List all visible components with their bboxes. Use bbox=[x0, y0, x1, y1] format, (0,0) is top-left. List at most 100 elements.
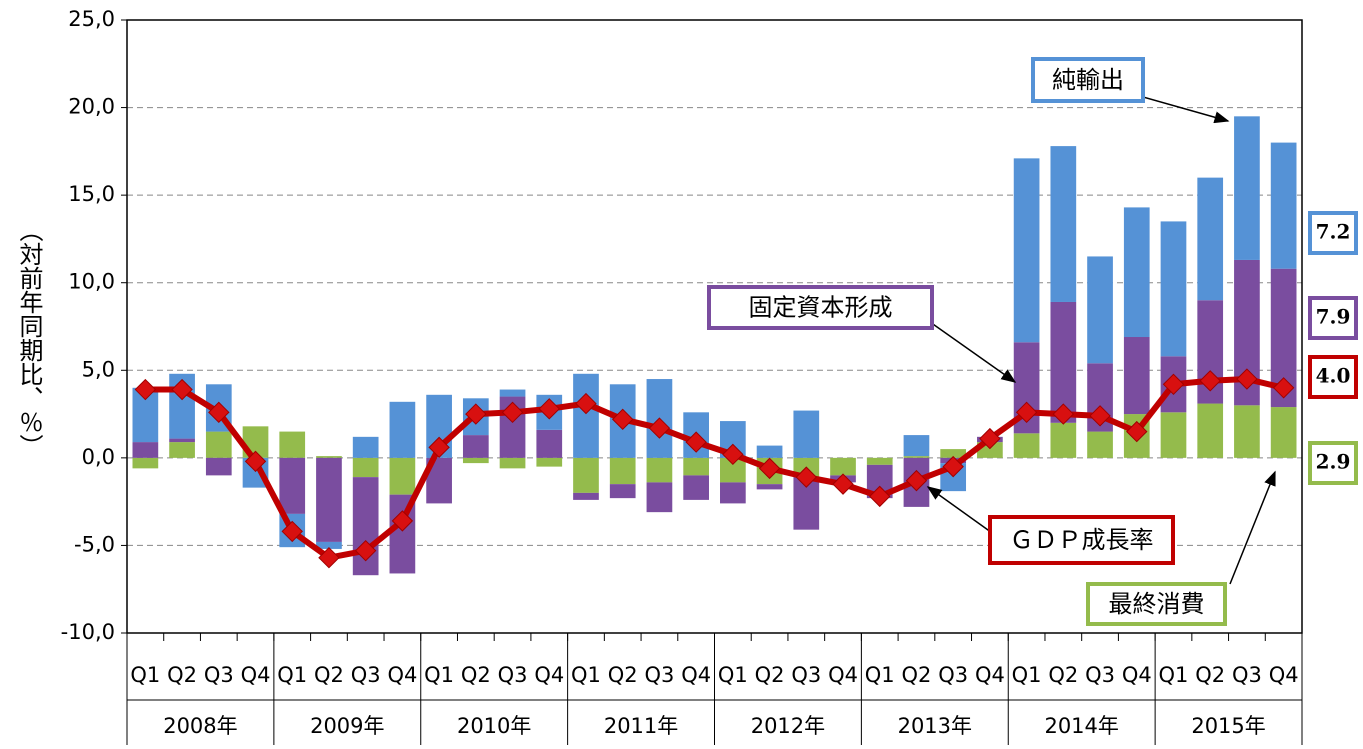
bar bbox=[1050, 146, 1077, 302]
year-label: 2010年 bbox=[457, 714, 531, 738]
bar bbox=[573, 373, 599, 458]
x-tick-label: Q4 bbox=[828, 663, 858, 687]
bar bbox=[1013, 158, 1040, 343]
marker bbox=[428, 436, 450, 459]
x-tick-label: Q2 bbox=[167, 663, 197, 687]
marker bbox=[171, 378, 193, 401]
legend-box bbox=[707, 285, 934, 330]
bar bbox=[462, 435, 489, 458]
legend-box bbox=[1086, 582, 1227, 626]
x-tick-label: Q1 bbox=[277, 663, 307, 687]
x-tick-label: Q3 bbox=[498, 663, 528, 687]
marker bbox=[465, 403, 487, 425]
year-label: 2009年 bbox=[310, 714, 384, 738]
end-label: 4.0 bbox=[1316, 364, 1351, 388]
bar bbox=[462, 457, 489, 464]
bar bbox=[903, 456, 930, 458]
x-tick-label: Q2 bbox=[902, 663, 932, 687]
y-tick-label: 5,0 bbox=[82, 357, 115, 381]
bar bbox=[1234, 405, 1260, 458]
x-tick-label: Q3 bbox=[644, 663, 674, 687]
bar bbox=[609, 484, 636, 499]
bar bbox=[279, 431, 306, 458]
bar bbox=[169, 442, 195, 458]
bar bbox=[830, 457, 856, 476]
x-tick-label: Q2 bbox=[314, 663, 344, 687]
bar bbox=[756, 484, 783, 490]
marker bbox=[1052, 403, 1075, 425]
marker bbox=[318, 546, 340, 569]
end-label-box bbox=[1308, 355, 1358, 399]
x-tick-label: Q1 bbox=[718, 663, 748, 687]
x-tick-label: Q3 bbox=[204, 663, 234, 687]
bar bbox=[1013, 433, 1040, 458]
marker bbox=[1015, 401, 1038, 424]
x-tick-label: Q4 bbox=[534, 663, 564, 687]
callout-arrow bbox=[1142, 96, 1230, 124]
x-tick-label: Q3 bbox=[1232, 663, 1262, 687]
y-tick-label: -5,0 bbox=[74, 532, 115, 556]
bar bbox=[352, 457, 379, 478]
y-tick-label: 0,0 bbox=[82, 445, 115, 469]
bar bbox=[1050, 422, 1077, 458]
year-label: 2008年 bbox=[163, 714, 237, 738]
bar bbox=[720, 482, 746, 504]
bar bbox=[1087, 431, 1113, 458]
bar bbox=[499, 457, 526, 469]
x-tick-label: Q2 bbox=[461, 663, 491, 687]
x-tick-label: Q1 bbox=[865, 663, 895, 687]
marker bbox=[1272, 377, 1295, 399]
bar bbox=[132, 457, 159, 469]
bar bbox=[205, 457, 232, 476]
x-tick-label: Q3 bbox=[351, 663, 381, 687]
x-tick-label: Q1 bbox=[1012, 663, 1042, 687]
marker bbox=[648, 417, 671, 439]
end-label: 2.9 bbox=[1316, 450, 1351, 474]
marker bbox=[942, 455, 964, 478]
year-label: 2014年 bbox=[1044, 714, 1118, 738]
bar bbox=[1270, 407, 1297, 458]
callout-arrow bbox=[929, 321, 1017, 383]
bar bbox=[536, 457, 563, 467]
bar bbox=[866, 457, 893, 465]
x-tick-label: Q3 bbox=[938, 663, 968, 687]
marker bbox=[795, 466, 818, 488]
marker bbox=[538, 398, 560, 420]
y-tick-label: 20,0 bbox=[68, 95, 115, 119]
marker bbox=[134, 378, 157, 401]
marker bbox=[611, 408, 634, 431]
bar bbox=[169, 438, 195, 443]
marker bbox=[1126, 420, 1148, 443]
marker bbox=[869, 485, 891, 508]
legend-box bbox=[1031, 57, 1145, 103]
marker bbox=[722, 443, 744, 466]
legend-label: 固定資本形成 bbox=[749, 294, 893, 322]
bar bbox=[756, 445, 783, 458]
year-label: 2013年 bbox=[898, 714, 972, 738]
marker bbox=[208, 401, 230, 424]
marker bbox=[758, 457, 781, 480]
bar bbox=[316, 541, 342, 549]
x-tick-label: Q3 bbox=[791, 663, 821, 687]
bar bbox=[646, 482, 673, 513]
bar bbox=[205, 431, 232, 458]
legend-label: 純輸出 bbox=[1052, 66, 1124, 94]
year-label: 2015年 bbox=[1191, 714, 1265, 738]
bar bbox=[793, 410, 820, 458]
bar bbox=[352, 436, 379, 458]
bar bbox=[940, 449, 967, 458]
bar bbox=[683, 457, 709, 476]
callout-arrow bbox=[926, 486, 996, 536]
bar bbox=[1234, 116, 1260, 260]
legend-box bbox=[988, 515, 1175, 565]
marker bbox=[832, 473, 854, 495]
bar bbox=[683, 475, 709, 500]
bar bbox=[646, 457, 673, 483]
y-tick-label: 25,0 bbox=[68, 7, 115, 31]
x-tick-label: Q4 bbox=[1269, 663, 1299, 687]
marker bbox=[575, 392, 597, 415]
end-label: 7.2 bbox=[1316, 220, 1351, 244]
marker bbox=[244, 450, 267, 473]
x-tick-label: Q2 bbox=[1195, 663, 1225, 687]
